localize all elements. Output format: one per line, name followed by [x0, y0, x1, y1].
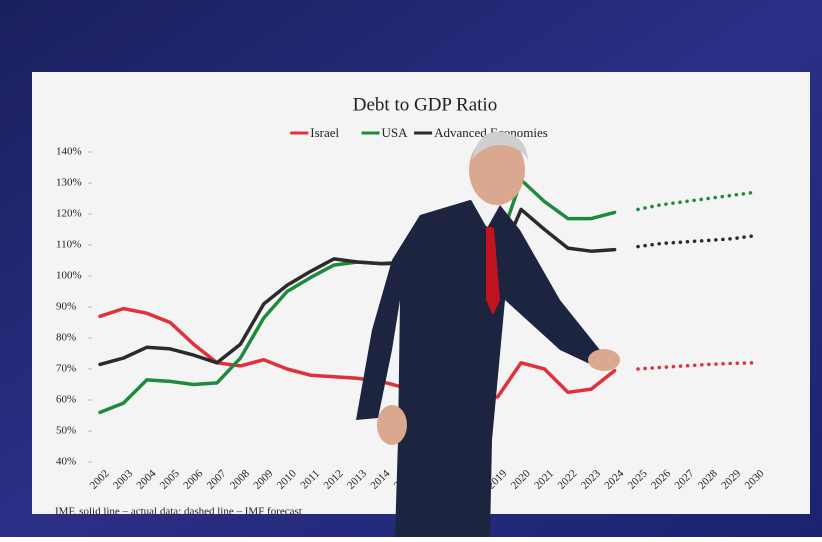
y-tick-label: 110%	[56, 239, 81, 251]
series-line	[98, 306, 617, 402]
y-tick-label: 100%	[56, 270, 82, 282]
legend-label: Israel	[310, 125, 339, 140]
y-tick-label: 90%	[56, 301, 76, 313]
series-line	[98, 207, 617, 367]
forecast-line	[636, 233, 757, 249]
y-tick-label: 80%	[56, 332, 76, 344]
y-tick-label: 140%	[56, 146, 82, 158]
y-tick-label: 70%	[56, 363, 76, 375]
forecast-line	[636, 361, 757, 371]
forecast-line	[636, 190, 757, 212]
chart-title: Debt to GDP Ratio	[353, 94, 497, 115]
y-tick-label: 130%	[56, 177, 82, 189]
presenter	[356, 131, 620, 537]
note: IMF, solid line – actual data; dashed li…	[55, 506, 302, 518]
y-tick-label: 40%	[56, 456, 76, 468]
y-tick-label: 60%	[56, 394, 76, 406]
legend-label: Advanced Economies	[434, 125, 548, 140]
legend-label: USA	[382, 125, 409, 140]
y-tick-label: 120%	[56, 208, 82, 220]
y-tick-label: 50%	[56, 425, 76, 437]
